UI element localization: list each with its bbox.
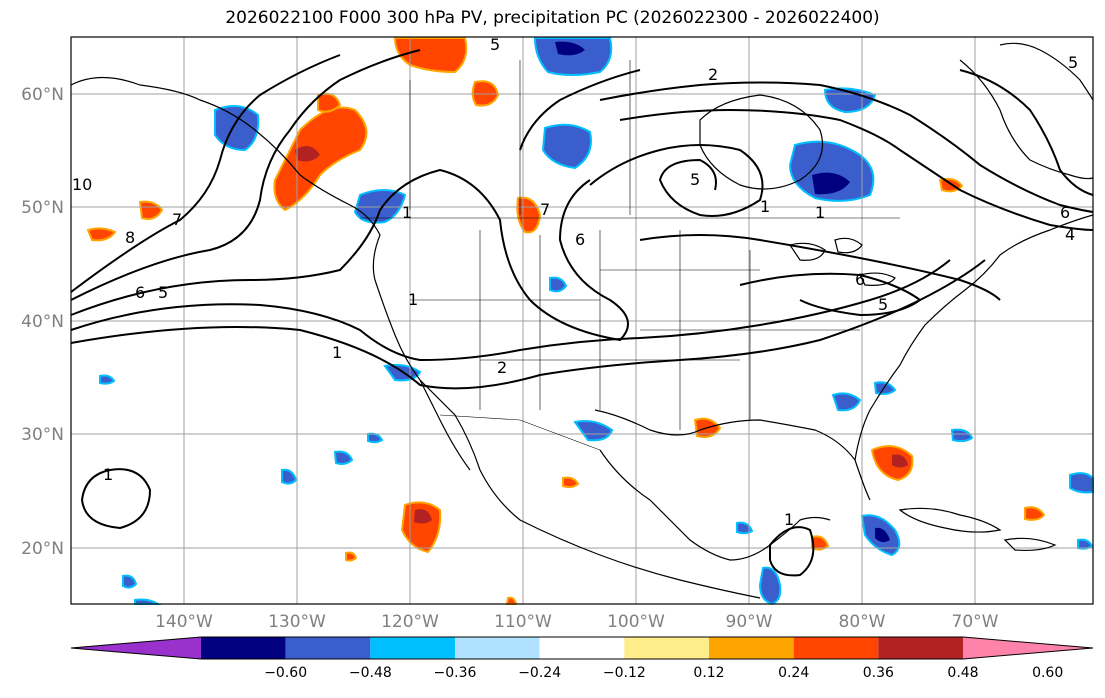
contour-label: 1 <box>784 510 794 529</box>
contour-label: 5 <box>878 295 888 314</box>
contour-label: 6 <box>1060 203 1070 222</box>
contour-label: 4 <box>1065 225 1075 244</box>
contour-label: 1 <box>402 203 412 222</box>
contour-label: 5 <box>158 283 168 302</box>
colorbar-bin <box>455 637 540 659</box>
colorbar-tick-label: 0.12 <box>693 665 724 681</box>
contour-label: 6 <box>575 230 585 249</box>
lat-label: 20°N <box>21 539 64 559</box>
colorbar-bin <box>709 637 794 659</box>
lon-label: 100°W <box>607 612 665 632</box>
coastlines <box>70 42 1094 599</box>
colorbar-bin <box>878 637 963 659</box>
colorbar: −0.60 −0.48 −0.36 −0.24 −0.12 0.12 0.24 0.36 0.4… <box>70 636 1094 681</box>
lat-label: 40°N <box>21 312 64 332</box>
colorbar-bin <box>285 637 371 659</box>
contour-label: 5 <box>490 35 500 54</box>
lon-label: 90°W <box>726 612 773 632</box>
map-title: 2026022100 F000 300 hPa PV, precipitatio… <box>225 8 880 28</box>
contour-label: 1 <box>408 290 418 309</box>
contour-label: 5 <box>1068 53 1078 72</box>
colorbar-tick-label: −0.36 <box>434 665 477 681</box>
contour-label: 8 <box>125 228 135 247</box>
lon-label: 110°W <box>494 612 552 632</box>
colorbar-extend-high <box>963 637 1093 659</box>
lon-label: 120°W <box>381 612 439 632</box>
contour-label: 1 <box>760 197 770 216</box>
lat-label: 50°N <box>21 198 64 218</box>
contour-label: 2 <box>708 65 718 84</box>
contour-label: 6 <box>855 270 865 289</box>
colorbar-tick-label: −0.60 <box>264 665 307 681</box>
latitude-labels: 60°N 50°N 40°N 30°N 20°N <box>21 85 64 559</box>
lat-label: 30°N <box>21 425 64 445</box>
colorbar-tick-label: −0.48 <box>349 665 392 681</box>
longitude-labels: 140°W 130°W 120°W 110°W 100°W 90°W 80°W … <box>155 612 999 632</box>
colorbar-tick-label: 0.60 <box>1032 665 1063 681</box>
colorbar-tick-label: −0.12 <box>603 665 646 681</box>
contour-label: 6 <box>135 283 145 302</box>
contour-label: 7 <box>540 200 550 219</box>
lon-label: 70°W <box>952 612 999 632</box>
colorbar-tick-label: 0.48 <box>947 665 978 681</box>
colorbar-bin <box>201 637 286 659</box>
colorbar-tick-label: 0.36 <box>863 665 894 681</box>
contour-label: 7 <box>172 210 182 229</box>
colorbar-bin <box>624 637 709 659</box>
map-frame <box>70 36 1094 605</box>
lon-label: 140°W <box>155 612 213 632</box>
contour-label: 1 <box>815 203 825 222</box>
pv-contours <box>70 49 1094 577</box>
contour-label: 2 <box>497 358 507 377</box>
colorbar-tick-label: −0.24 <box>518 665 561 681</box>
lon-label: 80°W <box>839 612 886 632</box>
contour-label: 10 <box>72 175 92 194</box>
colorbar-tick-label: 0.24 <box>778 665 809 681</box>
contour-label: 5 <box>690 170 700 189</box>
contour-label: 1 <box>103 465 113 484</box>
lat-label: 60°N <box>21 85 64 105</box>
colorbar-bin <box>793 637 879 659</box>
colorbar-outline <box>70 636 1094 660</box>
contour-label: 1 <box>332 343 342 362</box>
contour-label-group: 5 2 6 1 8 7 10 6 5 1 1 2 5 7 6 5 1 6 5 4… <box>72 35 1078 529</box>
political-borders <box>360 60 900 451</box>
colorbar-extend-low <box>71 637 201 659</box>
lon-label: 130°W <box>268 612 326 632</box>
colorbar-bin <box>539 637 625 659</box>
colorbar-bin <box>370 637 455 659</box>
